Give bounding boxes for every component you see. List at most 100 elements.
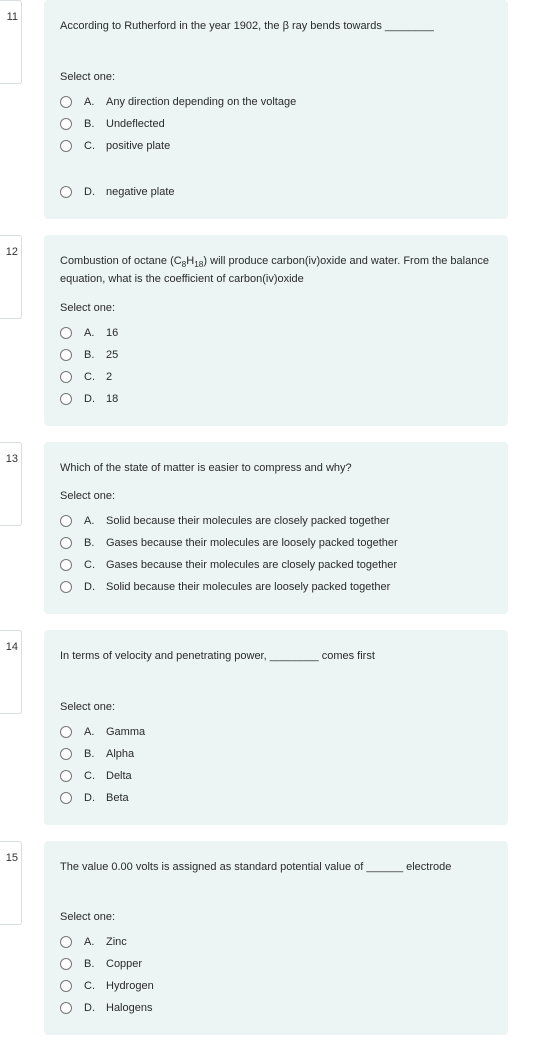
question-number-box: 15 <box>0 841 22 925</box>
option-text: Beta <box>106 792 129 804</box>
option-radio[interactable] <box>60 186 72 198</box>
option-row[interactable]: C.2 <box>60 366 492 388</box>
option-row[interactable]: C. positive plate <box>60 135 492 157</box>
option-letter: D. <box>84 792 98 804</box>
option-letter: B. <box>84 748 98 760</box>
question-wrap: 13 Which of the state of matter is easier… <box>0 442 540 615</box>
option-letter: C. <box>84 371 98 383</box>
quiz-root: 11 According to Rutherford in the year 19… <box>0 0 540 1035</box>
option-row[interactable]: B. Alpha <box>60 743 492 765</box>
question-prompt: Combustion of octane (C8H18) will produc… <box>60 253 492 288</box>
option-radio[interactable] <box>60 559 72 571</box>
option-radio[interactable] <box>60 118 72 130</box>
question-card: The value 0.00 volts is assigned as stan… <box>44 841 508 1036</box>
option-row[interactable]: C. Hydrogen <box>60 975 492 997</box>
option-text: Delta <box>106 770 132 782</box>
option-text: Zinc <box>106 936 127 948</box>
option-row[interactable]: B. Copper <box>60 953 492 975</box>
option-text: Halogens <box>106 1002 152 1014</box>
option-radio[interactable] <box>60 537 72 549</box>
option-radio[interactable] <box>60 980 72 992</box>
option-letter: B. <box>84 537 98 549</box>
option-text: Copper <box>106 958 142 970</box>
question-wrap: 14 In terms of velocity and penetrating p… <box>0 630 540 825</box>
select-one-label: Select one: <box>60 911 492 923</box>
option-text: 18 <box>106 393 118 405</box>
option-text: Gases because their molecules are closel… <box>106 559 397 571</box>
option-row[interactable]: A. 16 <box>60 322 492 344</box>
option-row[interactable]: D. negative plate <box>60 181 492 203</box>
option-letter: A. <box>84 327 98 339</box>
option-radio[interactable] <box>60 748 72 760</box>
option-letter: B. <box>84 958 98 970</box>
question-number-box: 12 <box>0 235 22 319</box>
option-text: negative plate <box>106 186 175 198</box>
option-text: Hydrogen <box>106 980 154 992</box>
option-radio[interactable] <box>60 349 72 361</box>
option-radio[interactable] <box>60 393 72 405</box>
option-radio[interactable] <box>60 581 72 593</box>
option-radio[interactable] <box>60 770 72 782</box>
option-radio[interactable] <box>60 936 72 948</box>
question-number-box: 13 <box>0 442 22 526</box>
option-row[interactable]: A.Zinc <box>60 931 492 953</box>
option-row[interactable]: A. Solid because their molecules are clos… <box>60 510 492 532</box>
option-letter: B. <box>84 118 98 130</box>
option-text: Alpha <box>106 748 134 760</box>
question-card: In terms of velocity and penetrating pow… <box>44 630 508 825</box>
option-letter: D. <box>84 186 98 198</box>
option-row[interactable]: D. 18 <box>60 388 492 410</box>
option-radio[interactable] <box>60 1002 72 1014</box>
select-one-label: Select one: <box>60 490 492 502</box>
option-letter: A. <box>84 96 98 108</box>
option-row[interactable]: D. Beta <box>60 787 492 809</box>
option-letter: B. <box>84 349 98 361</box>
option-row[interactable]: D. Solid because their molecules are loos… <box>60 576 492 598</box>
option-gap <box>60 157 492 181</box>
option-text: 16 <box>106 327 118 339</box>
option-radio[interactable] <box>60 515 72 527</box>
option-radio[interactable] <box>60 371 72 383</box>
option-radio[interactable] <box>60 140 72 152</box>
option-text: Solid because their molecules are loosel… <box>106 581 390 593</box>
option-letter: C. <box>84 140 98 152</box>
option-letter: D. <box>84 1002 98 1014</box>
option-letter: C. <box>84 559 98 571</box>
option-text: Any direction depending on the voltage <box>106 96 296 108</box>
question-card: According to Rutherford in the year 1902… <box>44 0 508 219</box>
question-prompt: In terms of velocity and penetrating pow… <box>60 648 492 665</box>
option-row[interactable]: A. Any direction depending on the voltage <box>60 91 492 113</box>
option-row[interactable]: B. Gases because their molecules are loos… <box>60 532 492 554</box>
option-radio[interactable] <box>60 958 72 970</box>
option-text: Undeflected <box>106 118 165 130</box>
option-radio[interactable] <box>60 327 72 339</box>
select-one-label: Select one: <box>60 701 492 713</box>
question-wrap: 15 The value 0.00 volts is assigned as st… <box>0 841 540 1036</box>
select-one-label: Select one: <box>60 71 492 83</box>
option-letter: A. <box>84 726 98 738</box>
question-number-box: 11 <box>0 0 22 84</box>
question-wrap: 11 According to Rutherford in the year 19… <box>0 0 540 219</box>
option-text: Gases because their molecules are loosel… <box>106 537 398 549</box>
option-letter: A. <box>84 515 98 527</box>
option-row[interactable]: D. Halogens <box>60 997 492 1019</box>
question-prompt: The value 0.00 volts is assigned as stan… <box>60 859 492 876</box>
option-letter: D. <box>84 393 98 405</box>
option-row[interactable]: B. Undeflected <box>60 113 492 135</box>
option-row[interactable]: A.Gamma <box>60 721 492 743</box>
option-row[interactable]: B. 25 <box>60 344 492 366</box>
option-text: 25 <box>106 349 118 361</box>
option-row[interactable]: C. Gases because their molecules are clos… <box>60 554 492 576</box>
question-prompt: Which of the state of matter is easier t… <box>60 460 492 477</box>
option-row[interactable]: C. Delta <box>60 765 492 787</box>
option-letter: C. <box>84 770 98 782</box>
option-radio[interactable] <box>60 96 72 108</box>
option-letter: D. <box>84 581 98 593</box>
option-radio[interactable] <box>60 792 72 804</box>
option-text: Solid because their molecules are closel… <box>106 515 390 527</box>
option-text: positive plate <box>106 140 170 152</box>
question-number-box: 14 <box>0 630 22 714</box>
option-letter: C. <box>84 980 98 992</box>
option-radio[interactable] <box>60 726 72 738</box>
question-wrap: 12 Combustion of octane (C8H18) will prod… <box>0 235 540 426</box>
